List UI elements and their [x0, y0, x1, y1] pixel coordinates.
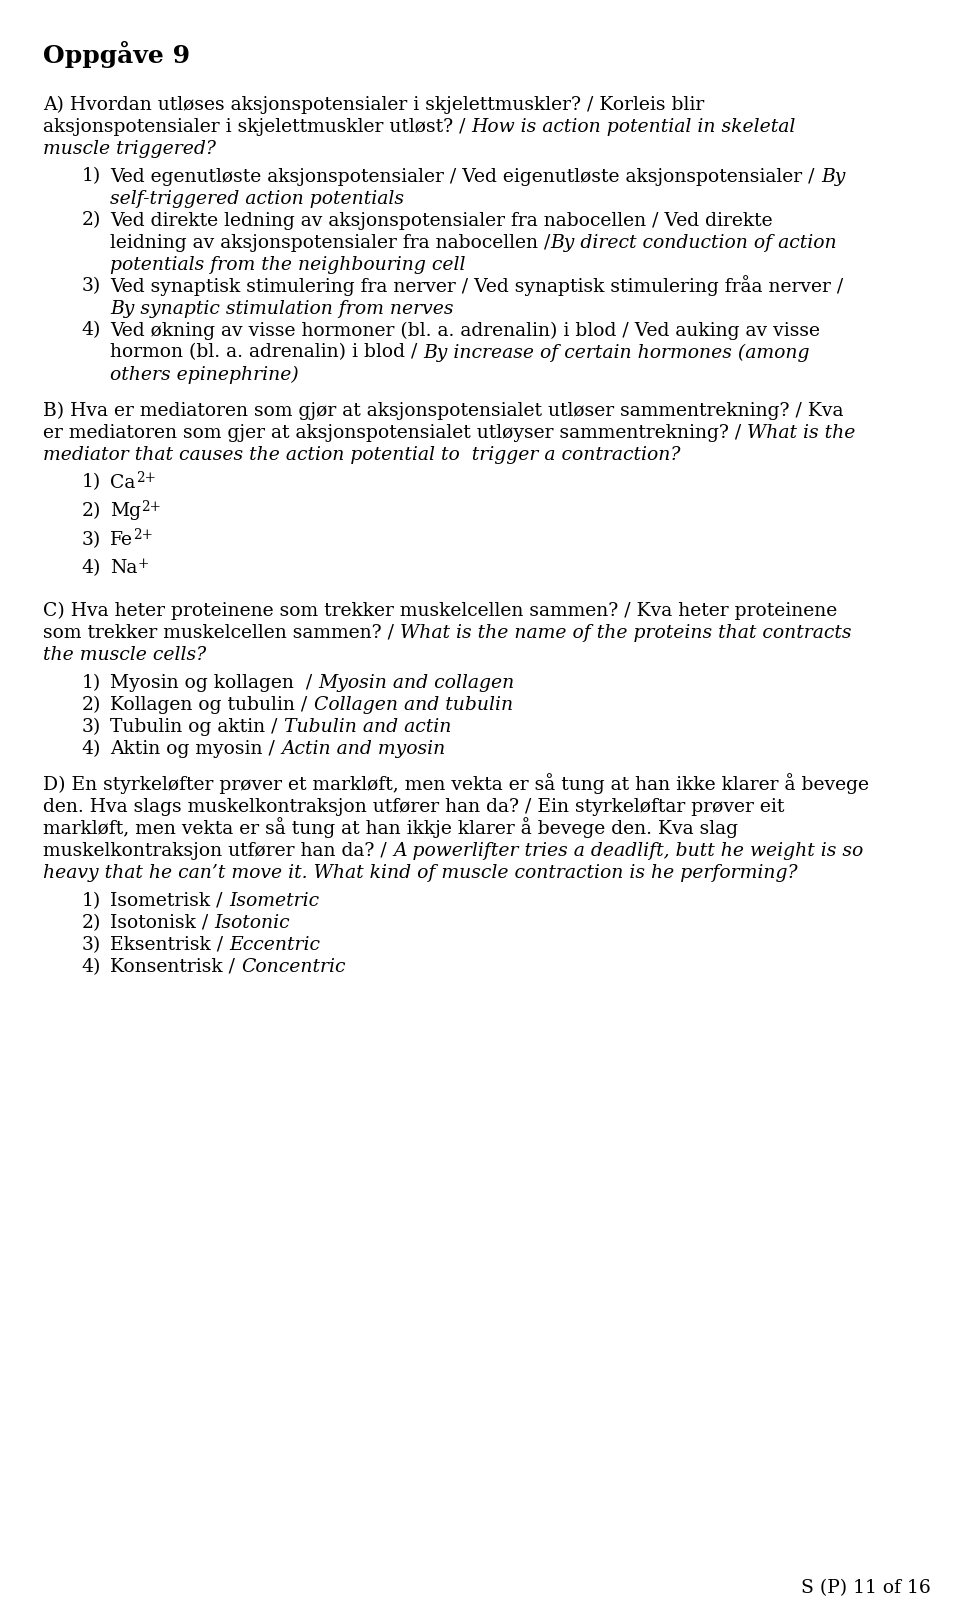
Text: A) Hvordan utløses aksjonspotensialer i skjelettmuskler? / Korleis blir: A) Hvordan utløses aksjonspotensialer i … [43, 96, 705, 113]
Text: What is the: What is the [748, 423, 855, 441]
Text: What is the name of the proteins that contracts: What is the name of the proteins that co… [400, 624, 852, 642]
Text: Tubulin and actin: Tubulin and actin [284, 718, 451, 736]
Text: S (P) 11 of 16: S (P) 11 of 16 [802, 1579, 931, 1597]
Text: Myosin og kollagen  /: Myosin og kollagen / [110, 674, 319, 692]
Text: C) Hva heter proteinene som trekker muskelcellen sammen? / Kva heter proteinene: C) Hva heter proteinene som trekker musk… [43, 601, 837, 619]
Text: B) Hva er mediatoren som gjør at aksjonspotensialet utløser sammentrekning? / Kv: B) Hva er mediatoren som gjør at aksjons… [43, 402, 844, 420]
Text: er mediatoren som gjer at aksjonspotensialet utløyser sammentrekning? /: er mediatoren som gjer at aksjonspotensi… [43, 423, 748, 441]
Text: Ved økning av visse hormoner (bl. a. adrenalin) i blod / Ved auking av visse: Ved økning av visse hormoner (bl. a. adr… [110, 321, 821, 339]
Text: Kollagen og tubulin /: Kollagen og tubulin / [110, 695, 314, 713]
Text: Konsentrisk /: Konsentrisk / [110, 958, 241, 976]
Text: Isotonisk /: Isotonisk / [110, 914, 215, 932]
Text: 2): 2) [82, 914, 101, 932]
Text: Collagen and tubulin: Collagen and tubulin [314, 695, 513, 713]
Text: 4): 4) [82, 321, 101, 339]
Text: the muscle cells?: the muscle cells? [43, 645, 206, 665]
Text: 4): 4) [82, 559, 101, 577]
Text: Eccentric: Eccentric [229, 935, 321, 953]
Text: self-triggered action potentials: self-triggered action potentials [110, 190, 404, 207]
Text: Isotonic: Isotonic [215, 914, 290, 932]
Text: Ved egenutløste aksjonspotensialer / Ved eigenutløste aksjonspotensialer /: Ved egenutløste aksjonspotensialer / Ved… [110, 167, 821, 185]
Text: Myosin and collagen: Myosin and collagen [319, 674, 515, 692]
Text: 2): 2) [82, 211, 101, 230]
Text: Isometrisk /: Isometrisk / [110, 892, 228, 909]
Text: 2): 2) [82, 695, 101, 713]
Text: Fe: Fe [110, 530, 133, 548]
Text: Tubulin og aktin /: Tubulin og aktin / [110, 718, 284, 736]
Text: mediator that causes the action potential to  trigger a contraction?: mediator that causes the action potentia… [43, 446, 681, 464]
Text: By: By [821, 167, 845, 185]
Text: A powerlifter tries a deadlift, butt he weight is so: A powerlifter tries a deadlift, butt he … [393, 841, 863, 859]
Text: 3): 3) [82, 277, 101, 295]
Text: hormon (bl. a. adrenalin) i blod /: hormon (bl. a. adrenalin) i blod / [110, 344, 423, 361]
Text: heavy that he can’t move it. What kind of muscle contraction is he performing?: heavy that he can’t move it. What kind o… [43, 864, 798, 882]
Text: muskelkontraksjon utfører han da? /: muskelkontraksjon utfører han da? / [43, 841, 393, 859]
Text: 2+: 2+ [141, 499, 161, 514]
Text: Concentric: Concentric [241, 958, 346, 976]
Text: others epinephrine): others epinephrine) [110, 365, 300, 384]
Text: Ved direkte ledning av aksjonspotensialer fra nabocellen / Ved direkte: Ved direkte ledning av aksjonspotensiale… [110, 211, 773, 230]
Text: 4): 4) [82, 739, 101, 759]
Text: 2): 2) [82, 503, 101, 520]
Text: Oppgåve 9: Oppgåve 9 [43, 42, 190, 68]
Text: som trekker muskelcellen sammen? /: som trekker muskelcellen sammen? / [43, 624, 400, 642]
Text: Eksentrisk /: Eksentrisk / [110, 935, 229, 953]
Text: 4): 4) [82, 958, 101, 976]
Text: den. Hva slags muskelkontraksjon utfører han da? / Ein styrkeløftar prøver eit: den. Hva slags muskelkontraksjon utfører… [43, 798, 784, 815]
Text: Ca: Ca [110, 473, 135, 491]
Text: 1): 1) [82, 892, 101, 909]
Text: How is action potential in skeletal: How is action potential in skeletal [471, 117, 796, 136]
Text: potentials from the neighbouring cell: potentials from the neighbouring cell [110, 256, 466, 274]
Text: aksjonspotensialer i skjelettmuskler utløst? /: aksjonspotensialer i skjelettmuskler utl… [43, 117, 471, 136]
Text: D) En styrkeløfter prøver et markløft, men vekta er så tung at han ikke klarer å: D) En styrkeløfter prøver et markløft, m… [43, 773, 869, 794]
Text: Aktin og myosin /: Aktin og myosin / [110, 739, 281, 759]
Text: Na: Na [110, 559, 138, 577]
Text: By direct conduction of action: By direct conduction of action [551, 233, 837, 251]
Text: 1): 1) [82, 167, 101, 185]
Text: Mg: Mg [110, 503, 141, 520]
Text: By increase of certain hormones (among: By increase of certain hormones (among [423, 344, 810, 361]
Text: 2+: 2+ [133, 528, 154, 543]
Text: leidning av aksjonspotensialer fra nabocellen /: leidning av aksjonspotensialer fra naboc… [110, 233, 551, 251]
Text: Actin and myosin: Actin and myosin [281, 739, 445, 759]
Text: 3): 3) [82, 935, 101, 953]
Text: 1): 1) [82, 674, 101, 692]
Text: 3): 3) [82, 718, 101, 736]
Text: 2+: 2+ [135, 472, 156, 485]
Text: markløft, men vekta er så tung at han ikkje klarer å bevege den. Kva slag: markløft, men vekta er så tung at han ik… [43, 817, 738, 838]
Text: By synaptic stimulation from nerves: By synaptic stimulation from nerves [110, 300, 454, 318]
Text: muscle triggered?: muscle triggered? [43, 139, 216, 157]
Text: Isometric: Isometric [228, 892, 319, 909]
Text: 3): 3) [82, 530, 101, 548]
Text: 1): 1) [82, 473, 101, 491]
Text: Ved synaptisk stimulering fra nerver / Ved synaptisk stimulering fråa nerver /: Ved synaptisk stimulering fra nerver / V… [110, 274, 844, 295]
Text: +: + [138, 558, 149, 571]
